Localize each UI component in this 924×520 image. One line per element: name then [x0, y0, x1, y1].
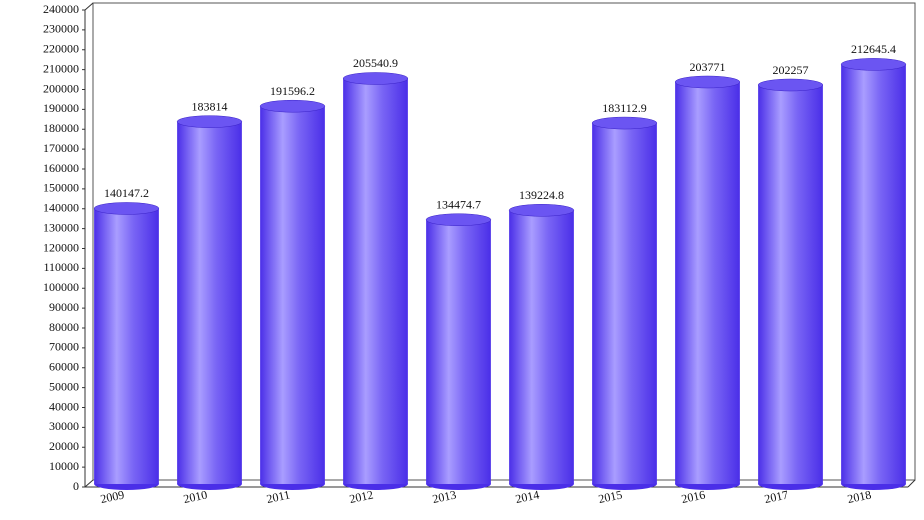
- y-tick-label: 40000: [49, 399, 79, 413]
- y-tick-label: 160000: [43, 161, 79, 175]
- y-tick-label: 230000: [43, 22, 79, 36]
- y-tick-label: 210000: [43, 61, 79, 75]
- x-tick-label: 2015: [597, 487, 623, 506]
- bar-top: [176, 115, 243, 128]
- value-label: 140147.2: [104, 186, 149, 200]
- y-tick-label: 120000: [43, 240, 79, 254]
- x-tick-label: 2011: [265, 487, 291, 506]
- y-tick-label: 170000: [43, 141, 79, 155]
- y-tick-label: 80000: [49, 320, 79, 334]
- bar: [343, 78, 408, 485]
- x-tick-label: 2014: [514, 487, 540, 506]
- y-tick-label: 110000: [43, 260, 79, 274]
- bar: [94, 208, 159, 484]
- y-tick-label: 130000: [43, 220, 79, 234]
- bar-top: [425, 213, 492, 226]
- x-tick-label: 2009: [99, 487, 125, 506]
- bar: [675, 82, 740, 485]
- y-tick-label: 10000: [49, 459, 79, 473]
- x-tick-label: 2012: [348, 487, 374, 506]
- axis-edge: [84, 2, 94, 11]
- bar-top: [93, 202, 160, 215]
- y-tick-label: 240000: [43, 2, 79, 16]
- bar-top: [674, 75, 741, 89]
- y-tick-label: 140000: [43, 201, 79, 215]
- value-label: 202257: [773, 63, 809, 77]
- bar-top: [259, 99, 326, 113]
- y-tick-label: 200000: [43, 81, 79, 95]
- y-tick-label: 220000: [43, 42, 79, 56]
- value-label: 134474.7: [436, 197, 481, 211]
- bar: [509, 210, 574, 484]
- value-label: 191596.2: [270, 84, 315, 98]
- x-tick-label: 2013: [431, 487, 457, 506]
- y-tick-label: 90000: [49, 300, 79, 314]
- bar: [426, 219, 491, 484]
- bar: [758, 85, 823, 484]
- bar: [260, 106, 325, 485]
- y-tick-label: 50000: [49, 379, 79, 393]
- y-tick-label: 180000: [43, 121, 79, 135]
- x-tick-label: 2010: [182, 487, 208, 506]
- bar-top: [508, 204, 575, 217]
- value-label: 183112.9: [602, 101, 647, 115]
- x-tick-label: 2017: [763, 487, 789, 506]
- y-tick-label: 0: [73, 479, 79, 493]
- axis-edge: [84, 479, 94, 488]
- bar: [841, 64, 906, 485]
- value-label: 139224.8: [519, 188, 564, 202]
- y-tick-label: 20000: [49, 439, 79, 453]
- bar-top: [591, 116, 658, 130]
- bar-top: [840, 58, 907, 71]
- y-tick-label: 70000: [49, 340, 79, 354]
- value-label: 183814: [192, 99, 228, 113]
- bar-top: [757, 78, 824, 92]
- y-tick-label: 30000: [49, 419, 79, 433]
- axis-edge: [907, 479, 916, 488]
- y-tick-label: 150000: [43, 181, 79, 195]
- bar: [177, 121, 242, 484]
- value-label: 205540.9: [353, 56, 398, 70]
- y-tick-label: 60000: [49, 360, 79, 374]
- value-label: 203771: [690, 60, 726, 74]
- y-tick-label: 190000: [43, 101, 79, 115]
- value-label: 212645.4: [851, 42, 896, 56]
- y-tick-label: 100000: [43, 280, 79, 294]
- x-tick-label: 2016: [680, 487, 706, 506]
- bar-top: [342, 72, 409, 85]
- x-tick-label: 2018: [846, 487, 872, 506]
- bar: [592, 123, 657, 484]
